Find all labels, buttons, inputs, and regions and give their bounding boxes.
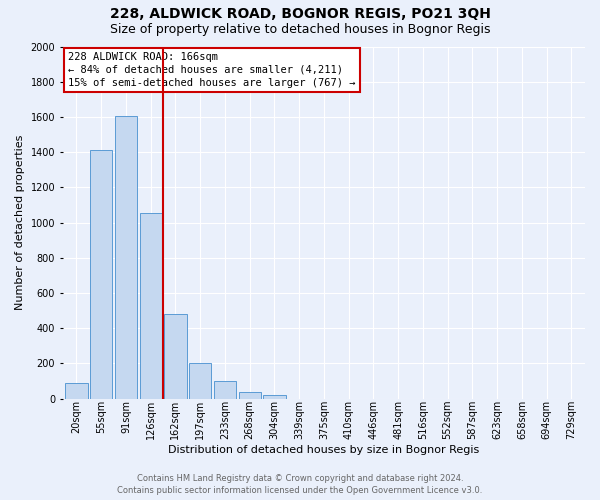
X-axis label: Distribution of detached houses by size in Bognor Regis: Distribution of detached houses by size … — [168, 445, 479, 455]
Bar — [115, 116, 137, 399]
Bar — [214, 381, 236, 398]
Text: Contains HM Land Registry data © Crown copyright and database right 2024.
Contai: Contains HM Land Registry data © Crown c… — [118, 474, 482, 495]
Bar — [164, 314, 187, 398]
Bar — [189, 363, 211, 398]
Text: 228, ALDWICK ROAD, BOGNOR REGIS, PO21 3QH: 228, ALDWICK ROAD, BOGNOR REGIS, PO21 3Q… — [110, 8, 490, 22]
Bar — [140, 213, 162, 398]
Bar — [239, 392, 261, 398]
Bar — [263, 395, 286, 398]
Y-axis label: Number of detached properties: Number of detached properties — [15, 135, 25, 310]
Text: 228 ALDWICK ROAD: 166sqm
← 84% of detached houses are smaller (4,211)
15% of sem: 228 ALDWICK ROAD: 166sqm ← 84% of detach… — [68, 52, 356, 88]
Text: Size of property relative to detached houses in Bognor Regis: Size of property relative to detached ho… — [110, 22, 490, 36]
Bar — [65, 383, 88, 398]
Bar — [90, 150, 112, 398]
